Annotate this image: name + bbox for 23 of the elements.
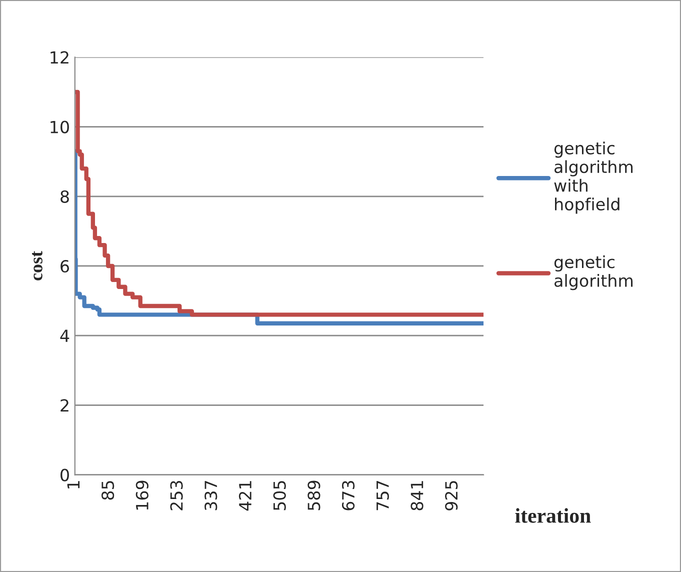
y-tick-label: 0 bbox=[60, 468, 69, 482]
y-tick-label: 6 bbox=[60, 260, 69, 273]
x-tick-label: 253 bbox=[170, 480, 183, 510]
y-tick-label: 4 bbox=[60, 330, 70, 342]
legend-label: genetic algorithm bbox=[554, 255, 633, 290]
x-tick-label: 757 bbox=[376, 481, 389, 510]
y-axis-title: cost bbox=[32, 251, 42, 280]
y-tick-label: 8 bbox=[60, 190, 69, 203]
legend-label: genetic algorithm with hopfield bbox=[554, 142, 633, 214]
y-tick-label: 12 bbox=[50, 51, 68, 64]
x-tick-label: 673 bbox=[342, 480, 355, 510]
y-tick-label: 10 bbox=[50, 120, 69, 134]
x-tick-label: 841 bbox=[410, 481, 424, 510]
x-tick-label: 337 bbox=[204, 481, 218, 510]
x-tick-label: 169 bbox=[136, 480, 148, 510]
x-tick-label: 1 bbox=[67, 481, 80, 488]
x-tick-label: 505 bbox=[273, 481, 286, 510]
x-tick-label: 421 bbox=[238, 481, 252, 511]
x-tick-label: 925 bbox=[445, 481, 458, 510]
y-tick-label: 2 bbox=[60, 399, 68, 412]
x-tick-label: 589 bbox=[308, 480, 320, 510]
x-tick-label: 85 bbox=[101, 481, 114, 500]
x-axis-title: iteration bbox=[515, 508, 591, 523]
